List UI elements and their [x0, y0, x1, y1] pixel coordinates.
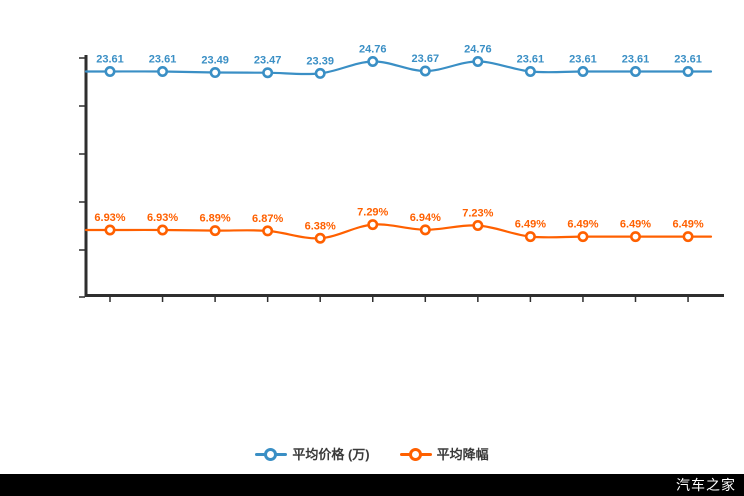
series-avg-discount: 6.93% 6.93% 6.89% 6.87% 6.38% 7.29% 6.94% 7.23%… [84, 207, 713, 244]
legend-label-avg-price: 平均价格 (万) [292, 446, 370, 462]
svg-text:23.61: 23.61 [149, 54, 177, 66]
svg-text:7.23%: 7.23% [462, 208, 493, 220]
legend-marker-blue-icon [255, 447, 288, 461]
legend-item-avg-price[interactable]: 平均价格 (万) [255, 446, 370, 462]
watermark-text: 汽车之家 [676, 477, 736, 493]
svg-text:23.61: 23.61 [674, 54, 702, 66]
svg-text:6.49%: 6.49% [620, 219, 651, 231]
svg-text:24.76: 24.76 [359, 43, 387, 55]
legend-item-avg-discount[interactable]: 平均降幅 [399, 446, 489, 462]
watermark-bar: 汽车之家 [0, 474, 744, 496]
svg-text:6.38%: 6.38% [305, 220, 336, 232]
svg-text:23.67: 23.67 [412, 53, 440, 65]
svg-text:23.61: 23.61 [517, 54, 545, 66]
svg-text:6.49%: 6.49% [567, 219, 598, 231]
legend-marker-orange-icon [399, 447, 432, 461]
svg-text:6.93%: 6.93% [94, 212, 125, 224]
legend-label-avg-discount: 平均降幅 [436, 446, 489, 462]
svg-text:23.49: 23.49 [201, 55, 229, 67]
svg-text:6.93%: 6.93% [147, 212, 178, 224]
svg-text:23.61: 23.61 [569, 54, 597, 66]
svg-text:6.49%: 6.49% [515, 219, 546, 231]
svg-text:7.29%: 7.29% [357, 207, 388, 219]
svg-text:24.76: 24.76 [464, 43, 492, 55]
svg-text:23.61: 23.61 [96, 54, 124, 66]
series-avg-price: 23.61 23.61 23.49 23.47 23.39 24.76 23.67 24.76… [84, 43, 713, 79]
svg-text:6.94%: 6.94% [410, 212, 441, 224]
svg-text:6.49%: 6.49% [672, 219, 703, 231]
svg-text:23.39: 23.39 [306, 55, 334, 67]
svg-text:6.87%: 6.87% [252, 213, 283, 225]
svg-text:23.47: 23.47 [254, 55, 282, 67]
line-chart: 23.61 23.61 23.49 23.47 23.39 24.76 23.67 24.76… [79, 43, 724, 302]
svg-text:6.89%: 6.89% [199, 213, 230, 225]
svg-text:23.61: 23.61 [622, 54, 650, 66]
chart-legend: 平均价格 (万) 平均降幅 [0, 443, 744, 465]
